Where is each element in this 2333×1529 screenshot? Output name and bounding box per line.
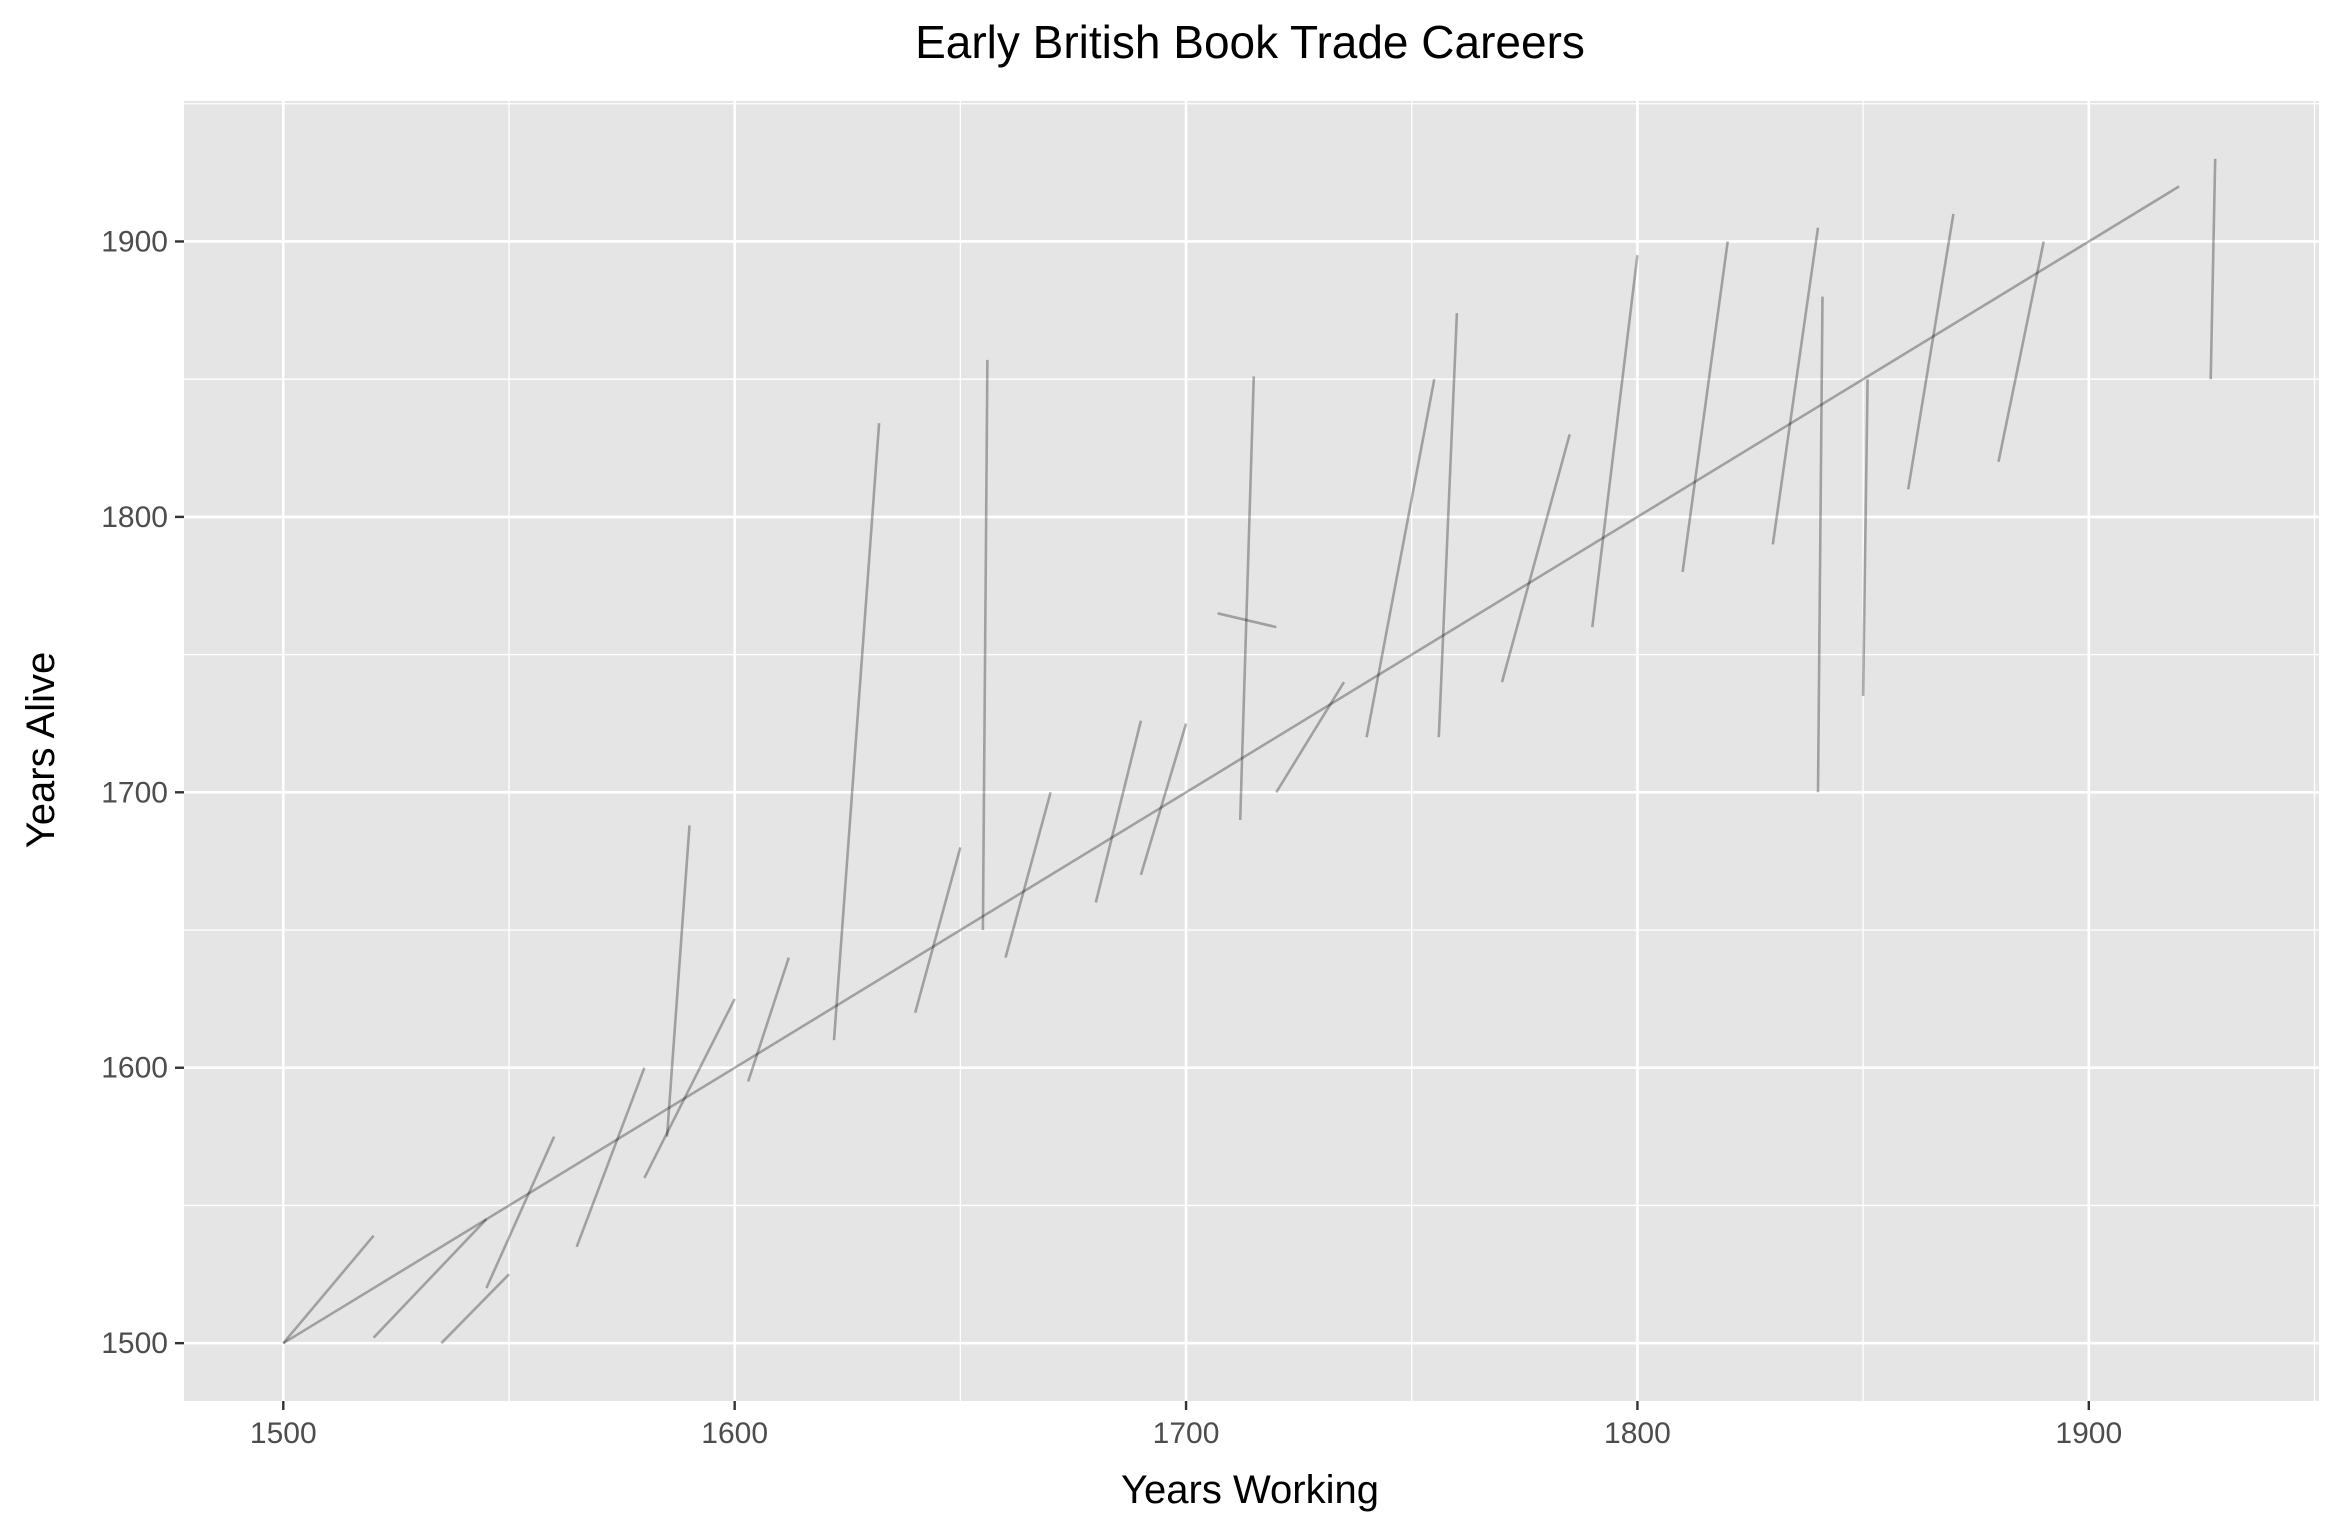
career-line (282, 1234, 375, 1345)
career-line (746, 957, 791, 1082)
career-line (372, 1218, 488, 1339)
career-line (1816, 296, 1824, 793)
y-tick-label: 1500 (101, 1327, 168, 1360)
career-line (1861, 379, 1869, 696)
career-line (282, 185, 2180, 1345)
x-tick-label: 1900 (2055, 1417, 2122, 1450)
x-tick-label: 1600 (701, 1417, 768, 1450)
career-line (1217, 612, 1277, 629)
y-tick-label: 1600 (101, 1052, 168, 1085)
career-line (575, 1067, 646, 1248)
grid-lines (184, 101, 2319, 1401)
career-line (1591, 255, 1639, 628)
career-line (1004, 791, 1052, 958)
data-series (282, 158, 2217, 1345)
career-line (2209, 158, 2217, 380)
career-line (1094, 720, 1143, 903)
x-tick-label: 1500 (250, 1417, 317, 1450)
x-tick-label: 1700 (1153, 1417, 1220, 1450)
career-line (665, 825, 691, 1137)
career-line (1275, 681, 1346, 793)
career-line (1681, 241, 1729, 573)
career-line (913, 847, 962, 1014)
y-tick-label: 1800 (101, 501, 168, 534)
career-line (485, 1136, 556, 1289)
y-tick-label: 1900 (101, 225, 168, 258)
axis-ticks: 1500 1600 1700 1800 1900 1500 1600 1700 1800 1900 (101, 225, 2122, 1450)
y-axis-title: Years Alive (19, 652, 63, 848)
career-line (1365, 378, 1436, 738)
career-line (1997, 241, 2045, 463)
career-line (1437, 313, 1459, 738)
career-line (643, 998, 736, 1179)
x-tick-label: 1800 (1604, 1417, 1671, 1450)
career-line (1238, 376, 1256, 820)
chart-title: Early British Book Trade Careers (915, 16, 1585, 68)
career-line (1139, 723, 1188, 876)
x-axis-title: Years Working (1121, 1468, 1379, 1512)
career-line (832, 423, 881, 1041)
career-line (1906, 213, 1955, 490)
career-line (1771, 227, 1820, 545)
career-line (1500, 433, 1571, 683)
plot-panel (184, 101, 2319, 1401)
career-line (440, 1273, 510, 1345)
y-tick-label: 1700 (101, 776, 168, 809)
career-line (981, 359, 989, 931)
